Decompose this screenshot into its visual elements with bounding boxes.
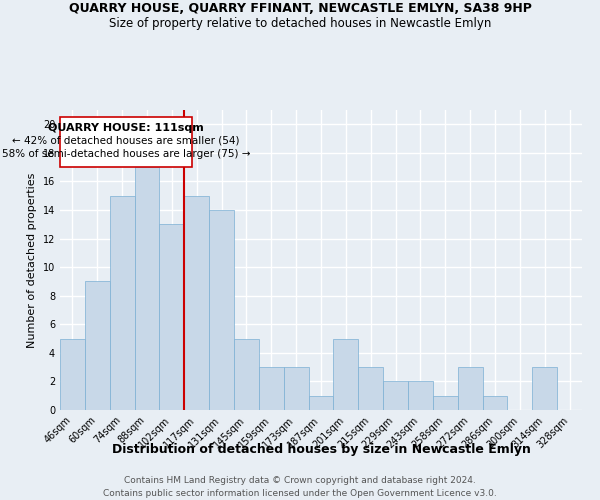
Bar: [433, 396, 458, 410]
Bar: [334, 338, 358, 410]
FancyBboxPatch shape: [60, 117, 192, 167]
Bar: [134, 167, 160, 410]
Text: Contains HM Land Registry data © Crown copyright and database right 2024.: Contains HM Land Registry data © Crown c…: [124, 476, 476, 485]
Text: 58% of semi-detached houses are larger (75) →: 58% of semi-detached houses are larger (…: [2, 148, 250, 158]
Bar: [234, 338, 259, 410]
Text: QUARRY HOUSE, QUARRY FFINANT, NEWCASTLE EMLYN, SA38 9HP: QUARRY HOUSE, QUARRY FFINANT, NEWCASTLE …: [68, 2, 532, 16]
Bar: [85, 282, 110, 410]
Bar: [532, 367, 557, 410]
Text: QUARRY HOUSE: 111sqm: QUARRY HOUSE: 111sqm: [48, 123, 204, 133]
Bar: [60, 338, 85, 410]
Text: Contains public sector information licensed under the Open Government Licence v3: Contains public sector information licen…: [103, 489, 497, 498]
Bar: [408, 382, 433, 410]
Bar: [284, 367, 308, 410]
Bar: [482, 396, 508, 410]
Text: ← 42% of detached houses are smaller (54): ← 42% of detached houses are smaller (54…: [12, 136, 239, 145]
Text: Distribution of detached houses by size in Newcastle Emlyn: Distribution of detached houses by size …: [112, 442, 530, 456]
Bar: [110, 196, 134, 410]
Bar: [358, 367, 383, 410]
Bar: [259, 367, 284, 410]
Text: Size of property relative to detached houses in Newcastle Emlyn: Size of property relative to detached ho…: [109, 18, 491, 30]
Bar: [184, 196, 209, 410]
Bar: [160, 224, 184, 410]
Bar: [383, 382, 408, 410]
Bar: [458, 367, 482, 410]
Y-axis label: Number of detached properties: Number of detached properties: [27, 172, 37, 348]
Bar: [308, 396, 334, 410]
Bar: [209, 210, 234, 410]
